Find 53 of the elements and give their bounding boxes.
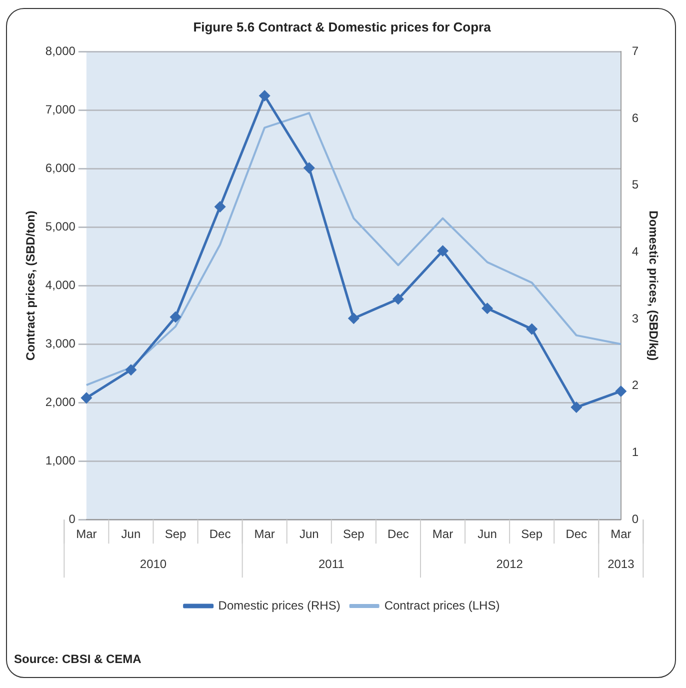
x-tick-label: Dec xyxy=(566,527,588,542)
y-tick-label: 7,000 xyxy=(45,102,76,116)
y2-tick-label: 7 xyxy=(632,44,639,58)
x-tick-label: Sep xyxy=(343,527,365,542)
y-tick-label: 5,000 xyxy=(45,219,76,234)
y-tick-label: 0 xyxy=(68,512,76,526)
point xyxy=(259,90,270,101)
x-tick-label: Mar xyxy=(610,527,632,542)
point xyxy=(126,364,136,376)
y-tick-label: 8,000 xyxy=(45,44,76,58)
y2-tick-label: 0 xyxy=(632,512,639,526)
point xyxy=(214,201,226,212)
x-tick-label: Jun xyxy=(121,527,141,542)
text: 2011 xyxy=(318,556,345,571)
point xyxy=(526,324,538,334)
y2-tick-label: 3 xyxy=(632,311,639,326)
y2-tick-label: 1 xyxy=(632,445,639,460)
x-tick-label: Dec xyxy=(388,527,409,542)
x-tick-label: Sep xyxy=(521,527,543,542)
y-tick-label: 1,000 xyxy=(45,453,76,468)
x-tick-label: Mar xyxy=(76,527,97,542)
text: 2010 xyxy=(140,556,167,571)
legend-label: Contract prices (LHS) xyxy=(384,598,500,612)
text: 2012 xyxy=(496,556,524,571)
y-tick-label: 2,000 xyxy=(45,394,76,409)
point xyxy=(482,303,493,314)
chart-title: Figure 5.6 Contract & Domestic prices for Copra xyxy=(193,19,492,34)
y2-tick-label: 6 xyxy=(632,110,639,125)
x-tick-label: Jun xyxy=(478,527,497,542)
legend-label: Domestic prices (RHS) xyxy=(218,598,340,612)
point xyxy=(304,162,314,174)
x-tick-label: Mar xyxy=(254,527,275,542)
y-tick-label: 4,000 xyxy=(45,278,76,292)
point xyxy=(438,246,448,256)
point xyxy=(170,312,181,322)
y2-tick-label: 2 xyxy=(632,378,639,392)
x-tick-label: Jun xyxy=(299,527,319,542)
text: 2013 xyxy=(608,556,635,571)
point xyxy=(571,402,582,413)
y2-tick-label: 5 xyxy=(632,178,639,192)
source-note: Source: CBSI & CEMA xyxy=(14,652,142,666)
y-axis-title: Contract prices, (SBD/ton) xyxy=(24,210,38,361)
point xyxy=(81,392,92,404)
point xyxy=(348,313,359,324)
y2-tick-label: 4 xyxy=(632,244,639,258)
point xyxy=(616,386,626,396)
y2-axis-title: Domestic prices, (SBD/kg) xyxy=(646,210,660,361)
point xyxy=(392,294,404,304)
y-tick-label: 6,000 xyxy=(45,160,76,175)
x-tick-label: Mar xyxy=(432,527,454,542)
y-tick-label: 3,000 xyxy=(45,336,76,350)
x-tick-label: Sep xyxy=(164,527,187,542)
x-tick-label: Dec xyxy=(209,527,231,542)
